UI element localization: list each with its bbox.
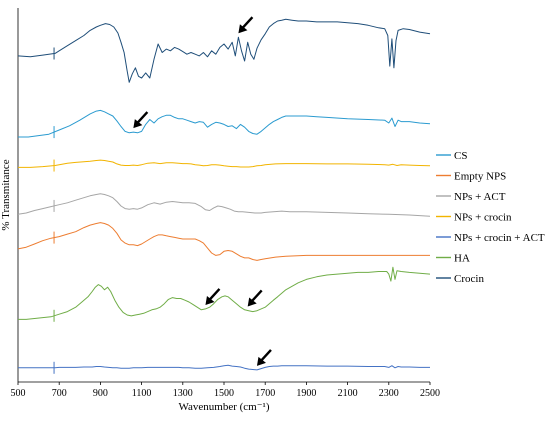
x-axis-title: Wavenumber (cm⁻¹) — [179, 401, 270, 413]
x-tick-label: 1100 — [132, 388, 152, 399]
annotation-arrow-head — [133, 119, 143, 129]
annotation-arrow-head — [205, 295, 215, 305]
annotation-arrow-head — [256, 356, 266, 366]
x-tick-label: 1900 — [296, 388, 316, 399]
series-layer — [17, 18, 431, 374]
y-axis-title: % Transmitance — [0, 159, 12, 230]
series-line-nps-crocin — [18, 159, 431, 168]
x-tick-label: 1700 — [255, 388, 275, 399]
x-tick-label: 2300 — [379, 388, 399, 399]
series-line-nps-crocin-act — [18, 364, 430, 371]
legend-label: CS — [454, 150, 467, 162]
x-tick-label: 2500 — [420, 388, 440, 399]
annotation-arrow-head — [247, 297, 257, 307]
series-line-crocin — [17, 18, 431, 83]
legend: CS Empty NPS NPs + ACT NPs + crocin NPs + cr… — [436, 150, 545, 285]
legend-label: NPs + crocin — [454, 212, 512, 224]
arrow-layer — [133, 16, 272, 366]
x-tick-label: 700 — [52, 388, 67, 399]
legend-label: NPs + crocin + ACT — [454, 232, 545, 244]
series-line-cs — [18, 109, 431, 138]
series-line-empty-nps — [17, 222, 430, 261]
x-tick-label: 2100 — [338, 388, 358, 399]
legend-label: Empty NPS — [454, 171, 506, 183]
legend-label: Crocin — [454, 273, 484, 285]
x-tick-label: 1500 — [214, 388, 234, 399]
x-tick-label: 1300 — [173, 388, 193, 399]
x-tick-label: 900 — [93, 388, 108, 399]
x-ticks: 500 700 900 1100 1300 1500 1700 1900 2100 2300 250… — [11, 382, 440, 399]
series-line-ha — [18, 266, 431, 320]
legend-label: NPs + ACT — [454, 191, 506, 203]
annotation-arrow-head — [238, 24, 248, 34]
legend-label: HA — [454, 253, 470, 265]
x-tick-label: 500 — [11, 388, 26, 399]
plot-area: 500 700 900 1100 1300 1500 1700 1900 2100 2300 250… — [11, 8, 440, 399]
series-line-nps-act — [17, 193, 431, 217]
